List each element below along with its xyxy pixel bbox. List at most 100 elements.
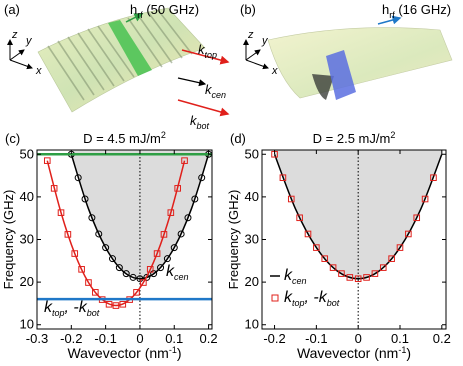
axis-letter: x — [35, 65, 42, 77]
text-script: -1 — [169, 345, 177, 355]
x-tick-label: -0.2 — [60, 331, 82, 346]
y-tick-label: 50 — [20, 146, 34, 161]
marker — [102, 244, 110, 252]
marker — [133, 289, 140, 296]
marker — [174, 185, 181, 192]
text-script: -1 — [398, 345, 406, 355]
marker — [313, 244, 320, 251]
text-part: (50 GHz) — [143, 2, 199, 17]
text-script: top — [292, 298, 305, 308]
surface-b — [267, 15, 453, 100]
y-tick-label: 50 — [245, 146, 259, 161]
marker — [321, 255, 329, 262]
chart-title: D = 4.5 mJ/m2 — [83, 130, 166, 146]
marker — [329, 264, 337, 271]
text-script: 2 — [161, 130, 166, 140]
marker — [421, 195, 429, 203]
marker — [153, 250, 161, 257]
text-part: k — [205, 82, 213, 97]
marker — [396, 244, 404, 251]
marker — [279, 174, 287, 182]
plot-area — [271, 150, 443, 329]
y-axis-label: Frequency (GHz) — [1, 190, 16, 290]
marker — [160, 231, 168, 238]
marker — [157, 264, 165, 272]
y-tick-label: 10 — [245, 317, 259, 332]
marker — [122, 270, 130, 278]
marker — [78, 266, 85, 273]
annotation: ktop, -kbot — [44, 299, 100, 318]
text-part: h — [382, 2, 389, 17]
text-part: (16 GHz) — [395, 2, 451, 17]
text-part: k — [44, 299, 53, 316]
x-axis-label: Wavevector (nm-1) — [297, 345, 411, 361]
text-script: top — [52, 308, 65, 318]
x-tick-label: 0 — [136, 331, 143, 346]
y-axis-label: Frequency (GHz) — [226, 190, 241, 290]
text-script: 2 — [390, 130, 395, 140]
text-script: top — [205, 50, 218, 60]
marker — [143, 273, 151, 281]
x-tick-label: -0.1 — [305, 331, 327, 346]
marker — [85, 279, 92, 286]
axis-letter: y — [261, 35, 269, 47]
wavevector-label: kcen — [205, 82, 226, 100]
text-part: Wavevector (nm — [297, 345, 398, 361]
marker — [191, 195, 199, 203]
panel-label: (a) — [4, 2, 20, 17]
curve — [70, 154, 210, 280]
text-script: bot — [87, 308, 100, 318]
text-part: Wavevector (nm — [67, 345, 168, 361]
text-part: h — [130, 2, 137, 17]
x-axis-label: Wavevector (nm-1) — [67, 345, 181, 361]
marker — [108, 255, 116, 263]
x-tick-label: -0.3 — [26, 331, 48, 346]
x-tick-label: 0.2 — [433, 331, 451, 346]
marker — [304, 230, 312, 238]
curve — [273, 153, 443, 280]
marker — [50, 185, 58, 192]
marker — [177, 230, 185, 238]
field-label: hrf (50 GHz) — [130, 2, 199, 20]
text-part: ) — [406, 345, 411, 361]
marker — [150, 270, 158, 278]
marker — [287, 195, 295, 203]
axis-letter: x — [271, 65, 278, 77]
legend-label: kcen — [284, 267, 307, 286]
text-part: D = 2.5 mJ/m — [313, 131, 391, 146]
marker — [388, 255, 395, 262]
marker — [338, 270, 345, 277]
chart-title: D = 2.5 mJ/m2 — [313, 130, 396, 146]
marker — [71, 250, 79, 257]
y-tick-label: 40 — [20, 189, 34, 204]
axis-letter: y — [25, 35, 33, 47]
panel-label: (c) — [5, 131, 20, 146]
y-tick-label: 40 — [245, 189, 259, 204]
y-tick-label: 20 — [20, 274, 34, 289]
x-tick-label: 0.1 — [391, 331, 409, 346]
text-script: rf — [389, 10, 395, 20]
text-script: cen — [292, 276, 307, 286]
text-part: k — [166, 263, 175, 280]
axis-letter: z — [247, 29, 254, 41]
marker — [379, 264, 387, 271]
marker — [430, 174, 437, 182]
marker — [371, 270, 379, 277]
axis-letter: z — [11, 29, 18, 41]
y-tick-label: 10 — [20, 317, 34, 332]
wavevector-label: kbot — [190, 113, 210, 131]
marker — [346, 274, 354, 281]
text-part: , -k — [65, 299, 88, 316]
axes-triad-b — [243, 39, 269, 70]
marker — [198, 174, 206, 182]
plot-area — [43, 150, 212, 329]
marker — [136, 275, 144, 283]
text-script: rf — [137, 10, 143, 20]
text-part: ) — [177, 345, 182, 361]
annotation: kcen — [166, 263, 189, 282]
legend-swatch — [271, 294, 279, 302]
marker — [146, 266, 154, 273]
x-tick-label: 0.2 — [200, 331, 218, 346]
